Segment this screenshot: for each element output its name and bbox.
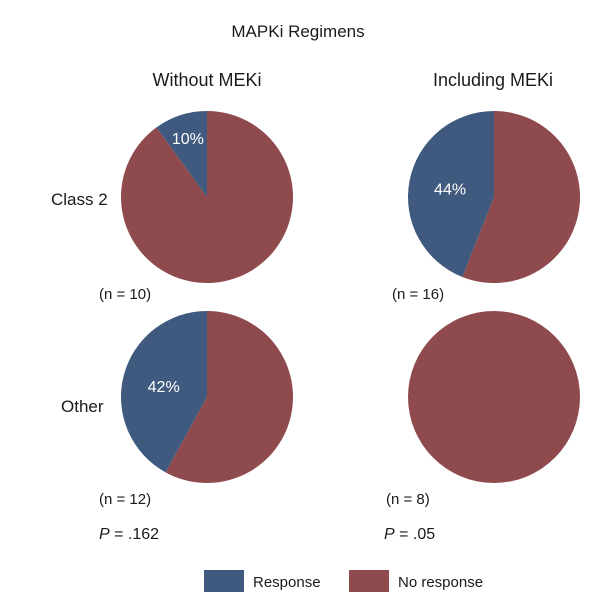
pie-class-2-including-meki: 44% — [407, 111, 580, 283]
legend-swatch-no-response — [349, 570, 389, 592]
legend-label-response: Response — [253, 574, 321, 591]
row-label-class-2: Class 2 — [51, 190, 108, 209]
pie-class-2-including-meki-slice-response — [407, 111, 494, 277]
pie-class-2-without-meki: 10% — [120, 111, 293, 283]
pie-other-including-meki — [408, 311, 580, 483]
p-value-text: = .05 — [394, 526, 436, 543]
pie-class-2-without-meki-slice-response — [156, 111, 207, 197]
pie-other-including-meki-slice-no-response — [408, 311, 580, 483]
legend-label-no-response: No response — [398, 574, 484, 591]
pie-other-without-meki-data-label: 42% — [148, 379, 180, 396]
pie-class-2-including-meki-slice-no-response — [462, 111, 580, 283]
chart-title: MAPKi Regimens — [231, 22, 365, 41]
p-value-text: = .162 — [109, 526, 160, 543]
n-label-class2-without: (n = 10) — [99, 286, 152, 303]
legend-swatch-response — [204, 570, 244, 592]
p-symbol: P — [99, 526, 110, 543]
pie-other-without-meki-slice-no-response — [165, 311, 294, 483]
pie-other-without-meki-slice-response — [121, 311, 207, 473]
row-label-other: Other — [61, 397, 104, 416]
pie-other-without-meki: 42% — [121, 311, 294, 483]
p-value-including-meki: P = .05 — [384, 526, 435, 544]
n-label-class2-including: (n = 16) — [392, 286, 445, 303]
p-value-without-meki: P = .162 — [99, 526, 159, 544]
n-label-other-without: (n = 12) — [99, 491, 152, 508]
pie-class-2-including-meki-data-label: 44% — [434, 182, 466, 199]
pie-class-2-without-meki-data-label: 10% — [172, 131, 204, 148]
legend: Response No response — [0, 570, 596, 600]
column-header-including-meki: Including MEKi — [432, 70, 554, 90]
n-label-other-including: (n = 8) — [386, 491, 430, 508]
p-symbol: P — [384, 526, 395, 543]
column-header-without-meki: Without MEKi — [152, 70, 262, 90]
